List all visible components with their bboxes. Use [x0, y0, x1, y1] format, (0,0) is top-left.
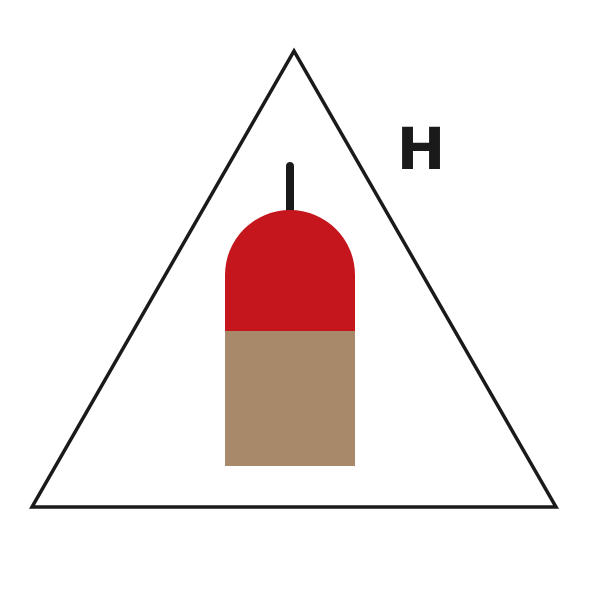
gas-cylinder-icon	[225, 162, 355, 466]
sign-letter: H	[397, 115, 446, 183]
cylinder-body-tan	[225, 331, 355, 466]
cylinder-top-red	[225, 210, 355, 331]
